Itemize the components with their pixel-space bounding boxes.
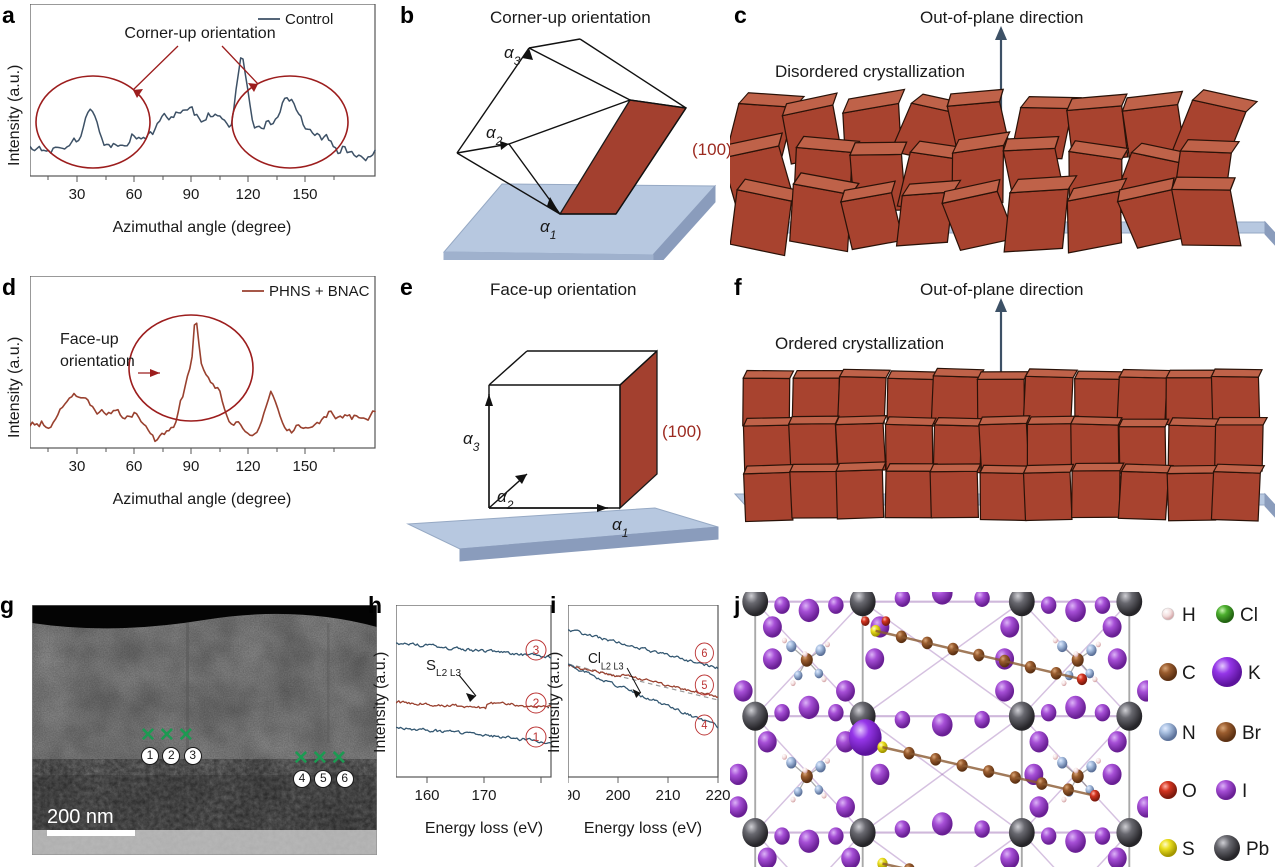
svg-text:PHNS + BNAC: PHNS + BNAC [269, 283, 370, 300]
svg-text:Face-up: Face-up [60, 331, 119, 348]
svg-text:200: 200 [605, 787, 630, 804]
svg-text:Azimuthal angle (degree): Azimuthal angle (degree) [113, 491, 292, 508]
svg-text:Control: Control [285, 11, 333, 28]
svg-text:(100): (100) [692, 140, 730, 159]
svg-text:30: 30 [69, 458, 86, 475]
svg-text:N: N [1182, 723, 1196, 744]
svg-text:190: 190 [568, 787, 581, 804]
svg-text:30: 30 [69, 186, 86, 203]
svg-text:120: 120 [235, 186, 260, 203]
svg-text:4: 4 [701, 720, 708, 733]
svg-text:120: 120 [235, 458, 260, 475]
svg-text:5: 5 [701, 680, 707, 693]
svg-text:160: 160 [414, 787, 439, 804]
svg-text:60: 60 [126, 458, 143, 475]
svg-text:60: 60 [126, 186, 143, 203]
svg-text:C: C [1182, 663, 1196, 684]
svg-text:6: 6 [701, 648, 707, 661]
svg-text:90: 90 [183, 458, 200, 475]
svg-text:Energy loss (eV): Energy loss (eV) [425, 820, 543, 837]
svg-text:Br: Br [1242, 723, 1262, 744]
svg-text:orientation: orientation [60, 353, 135, 370]
svg-text:3: 3 [533, 643, 540, 657]
svg-text:Pb: Pb [1246, 839, 1269, 860]
svg-text:220: 220 [705, 787, 730, 804]
svg-text:I: I [1242, 781, 1247, 802]
svg-text:α3: α3 [463, 429, 480, 454]
svg-text:Corner-up orientation: Corner-up orientation [124, 25, 275, 42]
svg-text:2: 2 [533, 696, 540, 710]
svg-text:Azimuthal angle (degree): Azimuthal angle (degree) [113, 219, 292, 236]
svg-text:(100): (100) [662, 422, 702, 441]
svg-text:150: 150 [292, 458, 317, 475]
svg-text:α3: α3 [504, 43, 521, 68]
svg-text:Energy loss (eV): Energy loss (eV) [584, 820, 702, 837]
svg-text:S: S [1182, 839, 1195, 860]
svg-text:200 nm: 200 nm [47, 806, 114, 828]
svg-text:α2: α2 [486, 123, 503, 148]
svg-text:1: 1 [533, 730, 540, 744]
svg-text:170: 170 [471, 787, 496, 804]
svg-text:210: 210 [655, 787, 680, 804]
svg-text:150: 150 [292, 186, 317, 203]
svg-text:O: O [1182, 781, 1197, 802]
svg-text:90: 90 [183, 186, 200, 203]
svg-text:Cl: Cl [1240, 605, 1258, 626]
svg-text:K: K [1248, 663, 1261, 684]
svg-text:H: H [1182, 605, 1196, 626]
